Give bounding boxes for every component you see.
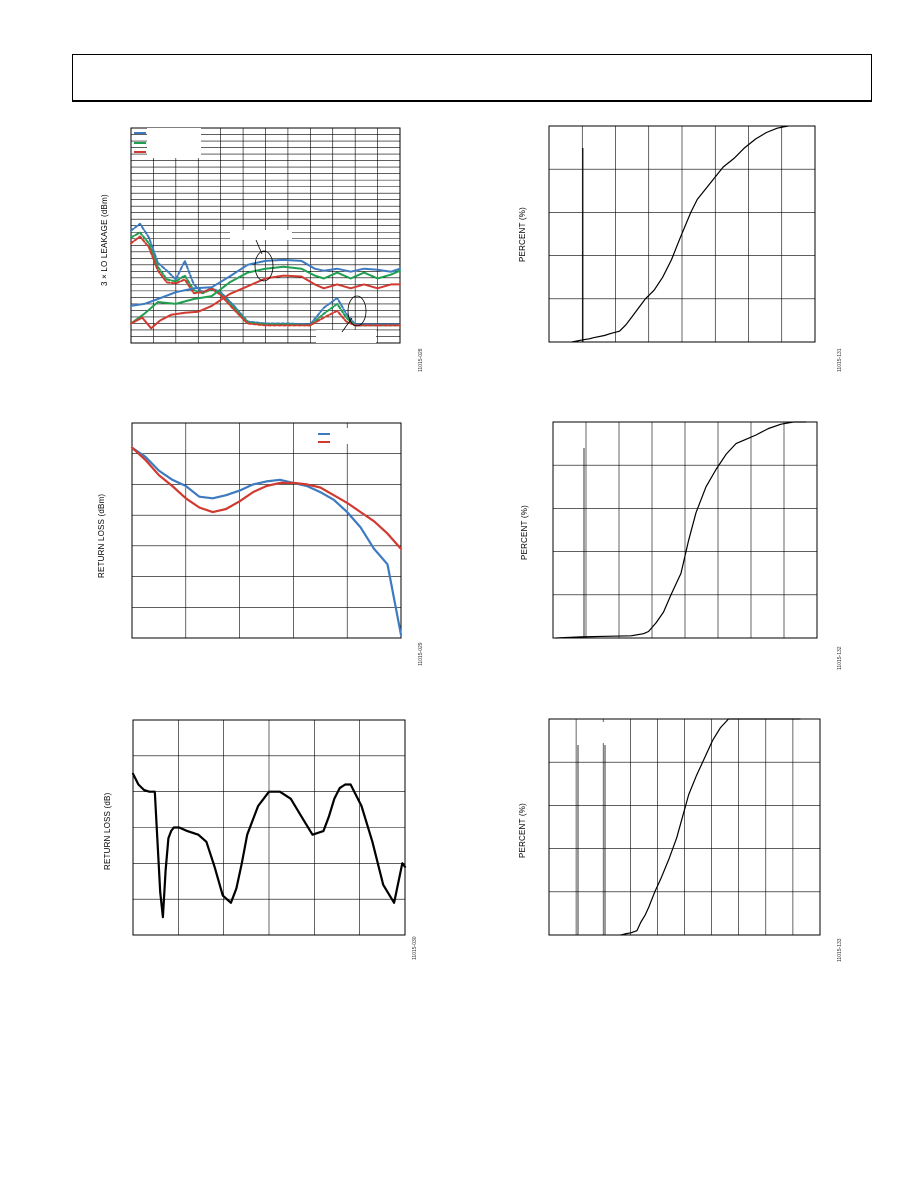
page-header-box [72, 54, 872, 102]
lo-leakage-figure-id: 11015-028 [418, 348, 424, 372]
lo-leakage-y-axis-label: 3 × LO LEAKAGE (dBm) [100, 194, 109, 286]
lo-leakage-annotation-box-1 [230, 230, 292, 240]
return-loss-1-series-red [130, 446, 403, 550]
return-loss-2-line [131, 772, 407, 919]
percent-3-y-axis-label: PERCENT (%) [518, 803, 527, 858]
percent-3-figure-id: 11015-133 [837, 938, 843, 962]
return-loss-2-plot-frame [132, 719, 406, 936]
lo-leakage-plot-frame [130, 127, 401, 344]
lo-leakage-annotation-leader-1 [255, 239, 263, 255]
percent-3-legend-box [580, 722, 606, 743]
return-loss-2-figure-id: 11015-030 [412, 936, 418, 960]
lo-leakage-annotation-ellipse-1 [254, 250, 274, 282]
return-loss-1-legend-box [318, 428, 348, 444]
lo-leakage-annotation-ellipse-2 [347, 295, 367, 327]
percent-3-cdf-line [620, 718, 801, 936]
lo-leakage-annotation-leader-2 [341, 317, 353, 333]
return-loss-1-y-axis-label: RETURN LOSS (dBm) [97, 493, 106, 578]
percent-2-cdf-line [555, 421, 807, 639]
percent-3-plot-frame [548, 718, 821, 936]
percent-1-figure-id: 11015-131 [837, 348, 843, 372]
lo-leakage-legend-box [147, 128, 201, 158]
lo-leakage-series-blue-solid [130, 258, 401, 307]
lo-leakage-series-green-solid [130, 265, 401, 325]
percent-1-cdf-line [571, 125, 789, 343]
return-loss-2-y-axis-label: RETURN LOSS (dB) [103, 792, 112, 870]
lo-leakage-series-red-solid [130, 274, 401, 330]
percent-1-plot-frame [548, 125, 816, 343]
percent-2-y-axis-label: PERCENT (%) [520, 505, 529, 560]
lo-leakage-annotation-box-2 [316, 330, 376, 343]
lo-leakage-series-red-dotted [130, 235, 401, 327]
return-loss-1-figure-id: 11015-029 [418, 642, 424, 666]
percent-2-plot-frame [552, 421, 818, 639]
percent-1-y-axis-label: PERCENT (%) [518, 207, 527, 262]
percent-2-figure-id: 11015-132 [837, 646, 843, 670]
lo-leakage-series-green-dotted [130, 231, 401, 327]
return-loss-1-series-blue [130, 446, 403, 636]
return-loss-1-plot-frame [131, 422, 402, 639]
